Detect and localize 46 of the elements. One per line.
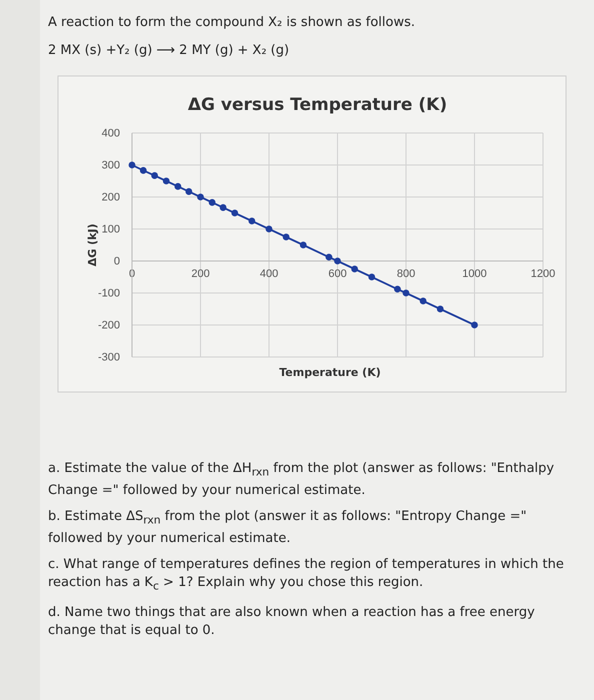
x-tick-label: 400 [260,268,278,280]
point [282,234,290,240]
point [197,194,204,200]
text: a. Estimate the value of the ΔH$_{rxn}$ from the plot (answer as follows: "Enthalpy Change =" followed by your numerical estimate. [48,460,556,500]
point [151,172,158,179]
point [402,290,410,296]
point [300,242,307,248]
text: c. What range of temperatures defines the region of temperatures in which the reaction has a K$_{c}$ > 1? Explain why you chose this region. [48,556,565,595]
point [266,226,272,232]
point [208,199,216,206]
point [471,322,478,328]
point [351,266,358,272]
point [185,188,192,195]
x-tick-label: 800 [396,268,416,280]
point [140,167,147,174]
point [248,218,256,224]
text: 2 MX (s) +Y₂ (g) ⟶ 2 MY (g) + X₂ (g) [48,42,290,60]
y-tick-label: -300 [98,352,120,364]
y-tick-label: 400 [102,128,120,140]
x-tick-label: 200 [191,268,210,280]
point [368,274,376,280]
y-tick-label: -200 [98,320,120,332]
y-tick-label: 200 [102,192,120,204]
point [436,306,444,312]
y-tick-label: -100 [98,288,120,300]
x-tick-label: 1200 [530,268,556,280]
y-tick-label: 100 [102,224,120,236]
text: d. Name two things that are also known when a reaction has a free energy change that is equal to 0. [48,604,536,640]
point [394,286,401,293]
point [128,162,136,168]
x-tick-label: 1000 [462,268,487,280]
point [220,204,226,211]
point [334,258,341,264]
y-tick-label: 300 [102,160,120,172]
point [162,178,170,184]
point [420,298,427,304]
chart-title: ΔG versus Temperature (K) [188,95,448,115]
y-tick-label: 0 [114,256,120,268]
x-tick-label: 600 [328,268,347,280]
point [174,183,182,190]
point [231,210,238,216]
x-axis-title: Temperature (K) [279,366,381,379]
point [326,254,332,261]
text: A reaction to form the compound X₂ is shown as follows. [48,14,416,32]
text: b. Estimate ΔS$_{rxn}$ from the plot (answer it as follows: "Entropy Change =" followed by your numerical estimate. [48,508,528,548]
y-axis-title: ΔG (kJ) [86,224,99,266]
